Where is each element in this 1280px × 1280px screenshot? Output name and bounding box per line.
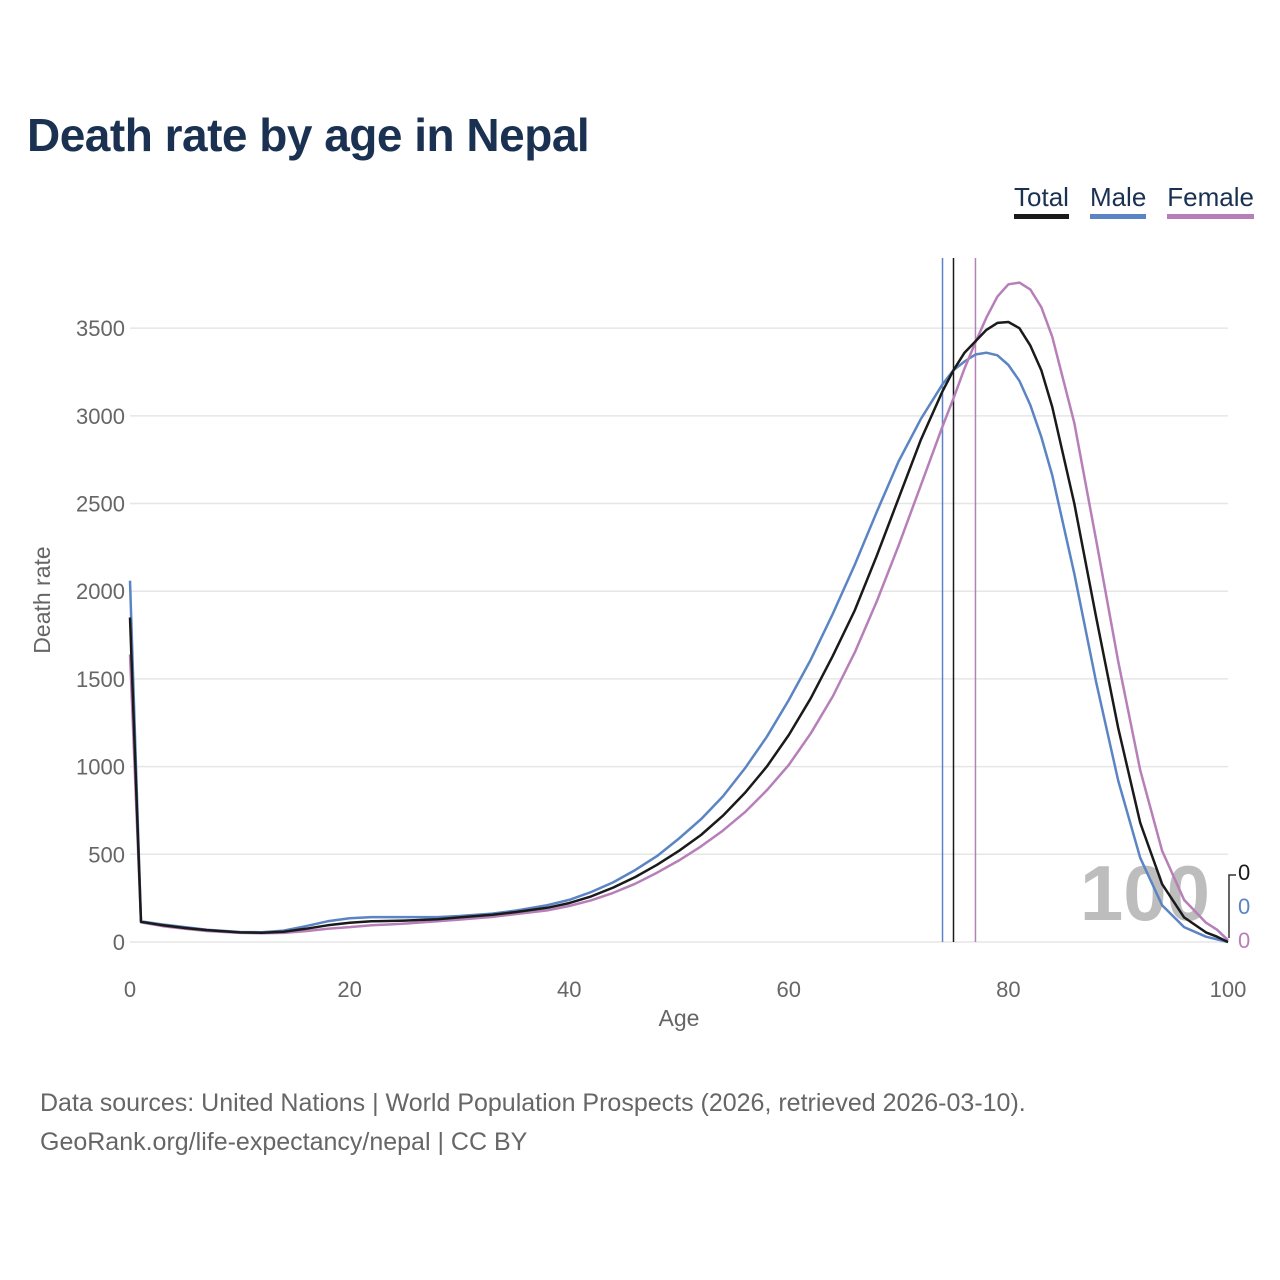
series-line-male[interactable] [128,351,1229,944]
attribution-text: GeoRank.org/life-expectancy/nepal | CC B… [40,1128,528,1156]
series-line-total[interactable] [128,320,1229,944]
x-tick-label: 60 [777,977,801,1002]
watermark-age: 100 [1080,849,1210,937]
x-axis-title: Age [659,1005,700,1031]
legend-item-male[interactable]: Male [1089,182,1147,219]
y-tick-label: 0 [113,930,125,955]
series-line-female[interactable] [128,281,1229,942]
y-axis-title: Death rate [29,546,55,653]
legend-item-total[interactable]: Total [1014,182,1069,219]
y-tick-label: 3000 [76,404,125,429]
grid-layer [130,327,1228,943]
footer: Data sources: United Nations | World Pop… [40,1084,1026,1162]
y-tick-label: 1000 [76,755,125,780]
legend: Total Male Female [1014,182,1254,219]
end-value-total: 0 [1238,860,1250,885]
end-label-bracket [1228,874,1236,938]
tick-layer: 0 500 1000 1500 2000 2500 3000 3500 0 20 40 60 80 100 [76,316,1246,1002]
end-label-layer: 0 0 0 [1228,860,1250,953]
y-tick-label: 3500 [76,316,125,341]
end-value-male: 0 [1238,894,1250,919]
data-source-text: Data sources: United Nations | World Pop… [40,1089,1026,1117]
x-tick-label: 40 [557,977,581,1002]
legend-item-female[interactable]: Female [1167,182,1254,219]
series-layer [128,281,1229,944]
chart-title: Death rate by age in Nepal [27,109,590,161]
end-value-female: 0 [1238,928,1250,953]
x-tick-label: 20 [337,977,361,1002]
y-tick-label: 2500 [76,492,125,517]
x-tick-label: 0 [124,977,136,1002]
x-tick-label: 100 [1210,977,1247,1002]
x-tick-label: 80 [996,977,1020,1002]
y-tick-label: 1500 [76,667,125,692]
y-tick-label: 500 [88,842,125,867]
y-tick-label: 2000 [76,579,125,604]
